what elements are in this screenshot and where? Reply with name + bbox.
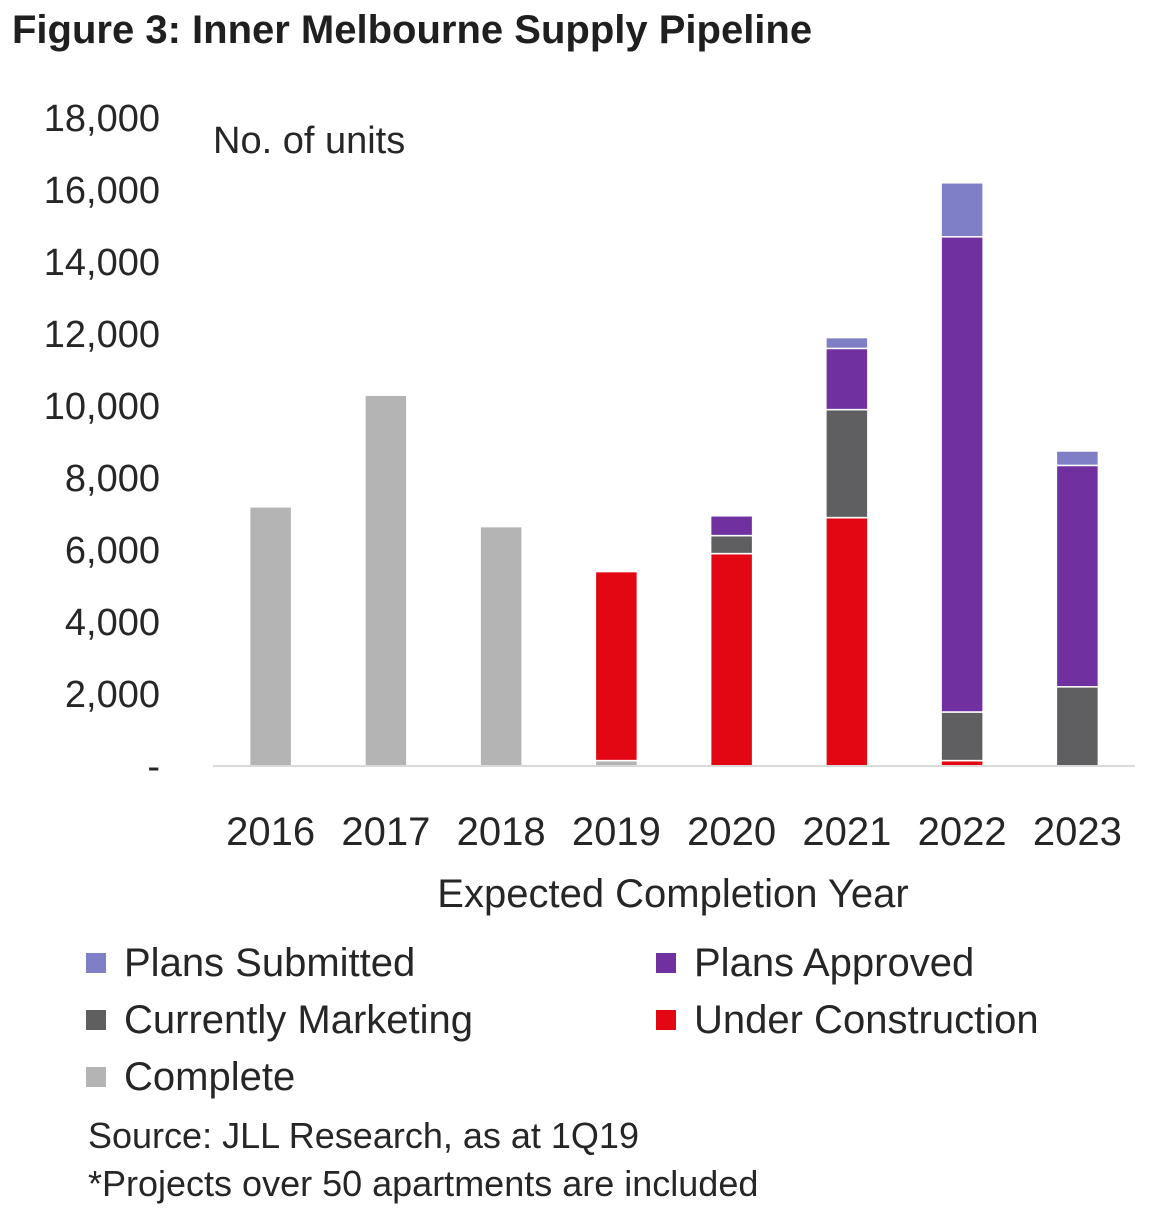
y-tick-label: 2,000: [65, 674, 160, 716]
y-tick-label: 6,000: [65, 530, 160, 572]
x-axis-label: Expected Completion Year: [437, 872, 909, 916]
legend-swatch-complete: [86, 1067, 106, 1087]
y-tick-label: 18,000: [44, 98, 160, 140]
x-tick-label-2021: 2021: [802, 810, 891, 854]
legend-item-complete: Complete: [86, 1052, 295, 1102]
y-axis-tick-labels: - 2,000 4,000 6,000 8,000 10,000 12,000 14,000 1…: [44, 98, 160, 788]
legend-label-under-construction: Under Construction: [694, 997, 1039, 1042]
footnote: *Projects over 50 apartments are include…: [88, 1163, 759, 1204]
x-tick-label-2019: 2019: [572, 810, 661, 854]
x-tick-label-2018: 2018: [457, 810, 546, 854]
legend-swatch-under-construction: [656, 1010, 676, 1030]
x-axis-tick-labels: 2016 2017 2018 2019 2020 2021 2022 2023: [226, 810, 1122, 854]
legend-swatch-plans-submitted: [86, 953, 106, 973]
bar-2018-complete: [479, 525, 523, 767]
bars: [248, 182, 1100, 767]
x-tick-label-2023: 2023: [1033, 810, 1122, 854]
bar-2019-under-construction: [594, 570, 639, 762]
stacked-bar-chart: - 2,000 4,000 6,000 8,000 10,000 12,000 14,000 1…: [44, 98, 1135, 854]
bar-2020-plans-approved: [709, 515, 754, 537]
legend-item-plans-submitted: Plans Submitted: [86, 938, 415, 988]
bar-2021-plans-approved: [825, 347, 869, 411]
legend-label-plans-approved: Plans Approved: [694, 940, 975, 985]
bar-2016-complete: [248, 506, 293, 767]
x-tick-label-2016: 2016: [226, 810, 315, 854]
bar-2023-plans-approved: [1055, 464, 1100, 688]
bar-2022-plans-submitted: [940, 182, 984, 238]
y-tick-label: 12,000: [44, 314, 160, 356]
bar-2021-currently-marketing: [825, 408, 869, 519]
bar-2020-under-construction: [709, 552, 754, 767]
chart-title: Figure 3: Inner Melbourne Supply Pipelin…: [12, 8, 813, 52]
legend-swatch-currently-marketing: [86, 1010, 106, 1030]
bar-2021-under-construction: [825, 516, 869, 767]
y-axis-label: No. of units: [213, 120, 406, 162]
x-tick-label-2017: 2017: [341, 810, 430, 854]
y-tick-label: 8,000: [65, 458, 160, 500]
x-tick-label-2020: 2020: [687, 810, 776, 854]
bar-2023-currently-marketing: [1055, 686, 1100, 767]
bar-2022-currently-marketing: [940, 711, 984, 762]
bar-2022-plans-approved: [940, 236, 984, 713]
legend-item-plans-approved: Plans Approved: [656, 938, 974, 988]
source-note: Source: JLL Research, as at 1Q19: [88, 1115, 639, 1156]
y-tick-label: 14,000: [44, 242, 160, 284]
y-tick-label: -: [147, 746, 160, 788]
legend-label-currently-marketing: Currently Marketing: [124, 997, 474, 1042]
legend-item-under-construction: Under Construction: [656, 995, 1039, 1045]
legend-swatch-plans-approved: [656, 953, 676, 973]
bar-2023-plans-submitted: [1055, 450, 1100, 467]
y-tick-label: 16,000: [44, 170, 160, 212]
legend-item-currently-marketing: Currently Marketing: [86, 995, 473, 1045]
legend-label-complete: Complete: [124, 1054, 296, 1099]
bar-2021-plans-submitted: [825, 336, 869, 350]
y-tick-label: 10,000: [44, 386, 160, 428]
bar-2020-currently-marketing: [709, 534, 754, 555]
y-tick-label: 4,000: [65, 602, 160, 644]
x-tick-label-2022: 2022: [918, 810, 1007, 854]
chart-notes: Source: JLL Research, as at 1Q19 *Projec…: [88, 1112, 758, 1208]
bar-2017-complete: [364, 394, 408, 767]
legend-label-plans-submitted: Plans Submitted: [124, 940, 416, 985]
